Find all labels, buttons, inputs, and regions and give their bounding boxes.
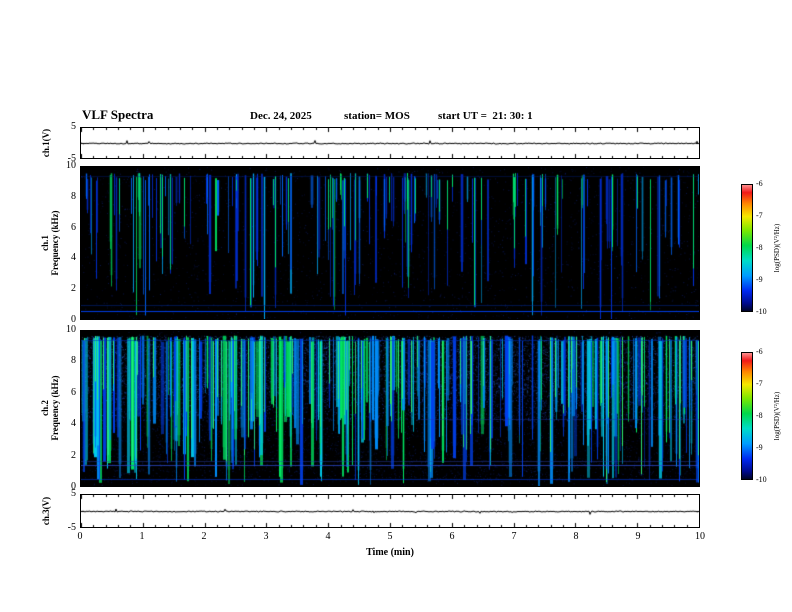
- figure-title: VLF Spectra: [82, 107, 154, 122]
- ch1-spectrogram-panel: [80, 166, 700, 320]
- colorbar2-tick-label: -7: [756, 379, 763, 388]
- x-tick-label: 1: [139, 531, 145, 542]
- ch1-waveform-panel: [80, 127, 700, 159]
- ch1-spec-ytick-label: 10: [66, 160, 76, 171]
- ch1-spectrogram-canvas: [81, 167, 699, 319]
- ch1-spec-ytick-label: 6: [71, 222, 76, 233]
- ch1-channel-label: ch.1: [40, 235, 50, 251]
- ch3-waveform-panel: [80, 494, 700, 528]
- ch2-spec-ytick-label: 0: [71, 481, 76, 492]
- x-tick-label: 8: [573, 531, 579, 542]
- x-tick-label: 5: [387, 531, 393, 542]
- colorbar1-tick-label: -6: [756, 179, 763, 188]
- colorbar1-tick-label: -10: [756, 307, 767, 316]
- x-tick-label: 3: [263, 531, 269, 542]
- ch2-spectrogram-canvas: [81, 331, 699, 486]
- ch1-spec-ytick-label: 4: [71, 252, 76, 263]
- ch2-spec-ytick-label: 4: [71, 418, 76, 429]
- ch2-spec-ytick-label: 6: [71, 387, 76, 398]
- ch1-wave-ytick-label: -5: [67, 153, 76, 164]
- ch2-spec-ytick-label: 10: [66, 324, 76, 335]
- colorbar-ch2: [741, 352, 753, 480]
- figure-date: Dec. 24, 2025: [250, 110, 312, 122]
- ch1-spec-ytick-label: 8: [71, 191, 76, 202]
- colorbar2-tick-label: -10: [756, 475, 767, 484]
- x-tick-label: 9: [635, 531, 641, 542]
- ch3-waveform-canvas: [81, 495, 699, 527]
- ch2-channel-label: ch.2: [40, 400, 50, 416]
- colorbar2-tick-label: -8: [756, 411, 763, 420]
- ch1-waveform-canvas: [81, 128, 699, 158]
- ch2-spec-ytick-label: 8: [71, 355, 76, 366]
- colorbar2-tick-label: -9: [756, 443, 763, 452]
- ch2-spec-ytick-label: 2: [71, 450, 76, 461]
- x-tick-label: 2: [201, 531, 207, 542]
- colorbar1-tick-label: -7: [756, 211, 763, 220]
- ch3-wave-ytick-label: 5: [71, 488, 76, 499]
- x-tick-label: 6: [449, 531, 455, 542]
- colorbar1-tick-label: -9: [756, 275, 763, 284]
- x-tick-label: 4: [325, 531, 331, 542]
- x-tick-label: 7: [511, 531, 517, 542]
- colorbar-ch1: [741, 184, 753, 312]
- ch3-wave-ytick-label: -5: [67, 522, 76, 533]
- time-axis-label: Time (min): [366, 547, 414, 558]
- station-label: station= MOS: [344, 110, 410, 122]
- colorbar2-tick-label: -6: [756, 347, 763, 356]
- ch1-spec-ytick-label: 2: [71, 283, 76, 294]
- ch1-wave-ytick-label: 5: [71, 121, 76, 132]
- start-ut-label: start UT = 21: 30: 1: [438, 110, 533, 122]
- x-tick-label: 0: [77, 531, 83, 542]
- ch1-spec-ytick-label: 0: [71, 314, 76, 325]
- colorbar1-tick-label: -8: [756, 243, 763, 252]
- x-tick-label: 10: [695, 531, 705, 542]
- ch2-spectrogram-panel: [80, 330, 700, 487]
